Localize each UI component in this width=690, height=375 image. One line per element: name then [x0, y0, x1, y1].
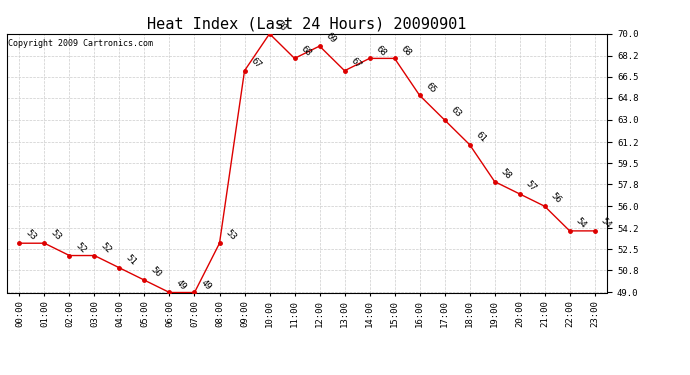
Text: 50: 50	[148, 266, 163, 279]
Text: 52: 52	[99, 241, 112, 255]
Text: 53: 53	[224, 228, 237, 242]
Text: 67: 67	[348, 56, 363, 70]
Text: 52: 52	[74, 241, 88, 255]
Text: 58: 58	[499, 167, 513, 181]
Text: 68: 68	[374, 44, 388, 58]
Text: 57: 57	[524, 179, 538, 193]
Text: Copyright 2009 Cartronics.com: Copyright 2009 Cartronics.com	[8, 39, 153, 48]
Text: 68: 68	[299, 44, 313, 58]
Text: 67: 67	[248, 56, 263, 70]
Text: 53: 53	[23, 228, 37, 242]
Text: 49: 49	[199, 278, 213, 292]
Text: 65: 65	[424, 81, 437, 94]
Text: 49: 49	[174, 278, 188, 292]
Text: 54: 54	[574, 216, 588, 230]
Text: 69: 69	[324, 32, 337, 45]
Text: 61: 61	[474, 130, 488, 144]
Text: 54: 54	[599, 216, 613, 230]
Text: 53: 53	[48, 228, 63, 242]
Text: 68: 68	[399, 44, 413, 58]
Title: Heat Index (Last 24 Hours) 20090901: Heat Index (Last 24 Hours) 20090901	[148, 16, 466, 31]
Text: 70: 70	[274, 19, 288, 33]
Text: 51: 51	[124, 253, 137, 267]
Text: 56: 56	[549, 192, 563, 206]
Text: 63: 63	[448, 105, 463, 119]
